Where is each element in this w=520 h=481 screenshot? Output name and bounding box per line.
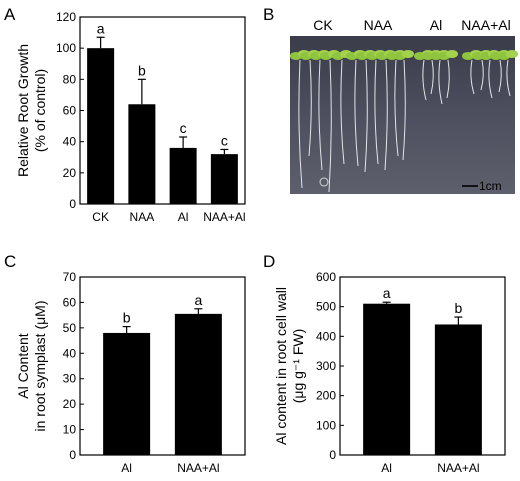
y-tick-label: 0 bbox=[69, 448, 76, 462]
significance-letter: a bbox=[97, 20, 105, 36]
y-axis-label-units: (μg g⁻¹ FW) bbox=[290, 329, 306, 404]
root bbox=[308, 59, 312, 157]
y-tick-label: 0 bbox=[69, 197, 76, 211]
significance-letter: a bbox=[383, 285, 391, 301]
significance-letter: b bbox=[454, 300, 462, 316]
root bbox=[506, 59, 511, 97]
root bbox=[430, 59, 434, 95]
y-axis-label: Al Content bbox=[15, 333, 31, 398]
y-tick-label: 40 bbox=[63, 135, 77, 149]
y-tick-label: 30 bbox=[63, 372, 77, 386]
bar bbox=[363, 303, 411, 455]
y-tick-label: 500 bbox=[316, 300, 336, 314]
photo-label-naa: NAA bbox=[364, 17, 393, 33]
leaf bbox=[446, 50, 458, 58]
root bbox=[340, 59, 345, 165]
chart-d: 0 100 200 300 400 500 600 Al content in root ce… bbox=[273, 270, 506, 475]
y-axis-label: Al content in root cell wall bbox=[273, 287, 289, 445]
panel-letter-d: D bbox=[263, 252, 275, 271]
root bbox=[498, 59, 502, 93]
y-tick-label: 300 bbox=[316, 359, 336, 373]
panel-letter-b: B bbox=[263, 5, 274, 24]
root bbox=[438, 59, 443, 105]
y-axis-label-units: in root symplast (μM) bbox=[32, 301, 48, 432]
chart-c: 0 10 20 30 40 50 60 70 Al Content in root symplas… bbox=[15, 270, 246, 475]
category-label: Al bbox=[178, 210, 189, 224]
category-label: Al bbox=[381, 461, 392, 475]
bubble bbox=[319, 177, 329, 187]
root bbox=[328, 59, 332, 193]
y-tick-label: 60 bbox=[63, 295, 77, 309]
photo-label-naa-al: NAA+Al bbox=[461, 17, 510, 33]
root bbox=[298, 59, 303, 189]
root bbox=[354, 59, 359, 167]
y-tick-label: 120 bbox=[56, 10, 76, 24]
bar bbox=[210, 154, 238, 204]
y-tick-label: 60 bbox=[63, 104, 77, 118]
significance-letter: a bbox=[194, 292, 202, 308]
roots bbox=[298, 59, 511, 193]
photo-background bbox=[290, 36, 515, 194]
bar bbox=[87, 48, 115, 204]
significance-letter: b bbox=[123, 310, 131, 326]
bar bbox=[128, 104, 156, 204]
plot-frame bbox=[79, 276, 246, 456]
category-label: NAA bbox=[130, 210, 155, 224]
panel-letter-c: C bbox=[4, 252, 16, 271]
y-tick-label: 40 bbox=[63, 346, 77, 360]
bar bbox=[174, 313, 222, 455]
chart-a: 0 20 40 60 80 100 120 Relative Root Growth (% of… bbox=[15, 10, 246, 224]
y-tick-label: 200 bbox=[316, 389, 336, 403]
panel-letter-a: A bbox=[4, 5, 16, 24]
y-tick-label: 20 bbox=[63, 166, 77, 180]
seedling-photo: 1cm bbox=[290, 36, 518, 194]
root bbox=[402, 59, 406, 161]
bar bbox=[169, 147, 197, 204]
root bbox=[422, 59, 427, 101]
root bbox=[374, 59, 379, 165]
root bbox=[384, 59, 388, 171]
y-tick-label: 50 bbox=[63, 321, 77, 335]
photo-label-al: Al bbox=[430, 17, 442, 33]
y-tick-label: 0 bbox=[329, 448, 336, 462]
significance-letter: c bbox=[180, 120, 187, 136]
root bbox=[318, 59, 323, 171]
category-label: NAA+Al bbox=[177, 461, 219, 475]
y-axis-label-units: (% of control) bbox=[32, 69, 48, 152]
y-tick-label: 80 bbox=[63, 72, 77, 86]
category-label: NAA+Al bbox=[203, 210, 245, 224]
category-label: CK bbox=[92, 210, 109, 224]
leaf bbox=[506, 50, 518, 58]
y-axis-label: Relative Root Growth bbox=[15, 44, 31, 177]
y-tick-label: 10 bbox=[63, 423, 77, 437]
scale-bar-label: 1cm bbox=[479, 179, 502, 193]
root bbox=[470, 59, 475, 95]
bar bbox=[434, 324, 482, 455]
bar bbox=[103, 332, 151, 455]
y-tick-label: 70 bbox=[63, 270, 77, 284]
category-label: NAA+Al bbox=[437, 461, 479, 475]
category-label: Al bbox=[121, 461, 132, 475]
leaf bbox=[402, 50, 414, 58]
y-tick-label: 400 bbox=[316, 329, 336, 343]
leaves bbox=[290, 50, 518, 60]
significance-letter: c bbox=[221, 132, 228, 148]
photo-label-ck: CK bbox=[313, 17, 333, 33]
y-tick-label: 100 bbox=[316, 418, 336, 432]
root bbox=[480, 59, 484, 91]
root bbox=[364, 59, 368, 173]
y-tick-label: 100 bbox=[56, 41, 76, 55]
significance-letter: b bbox=[138, 62, 146, 78]
root bbox=[394, 59, 399, 157]
y-tick-label: 20 bbox=[63, 397, 77, 411]
root bbox=[446, 59, 450, 99]
y-tick-label: 600 bbox=[316, 270, 336, 284]
root bbox=[488, 59, 493, 99]
